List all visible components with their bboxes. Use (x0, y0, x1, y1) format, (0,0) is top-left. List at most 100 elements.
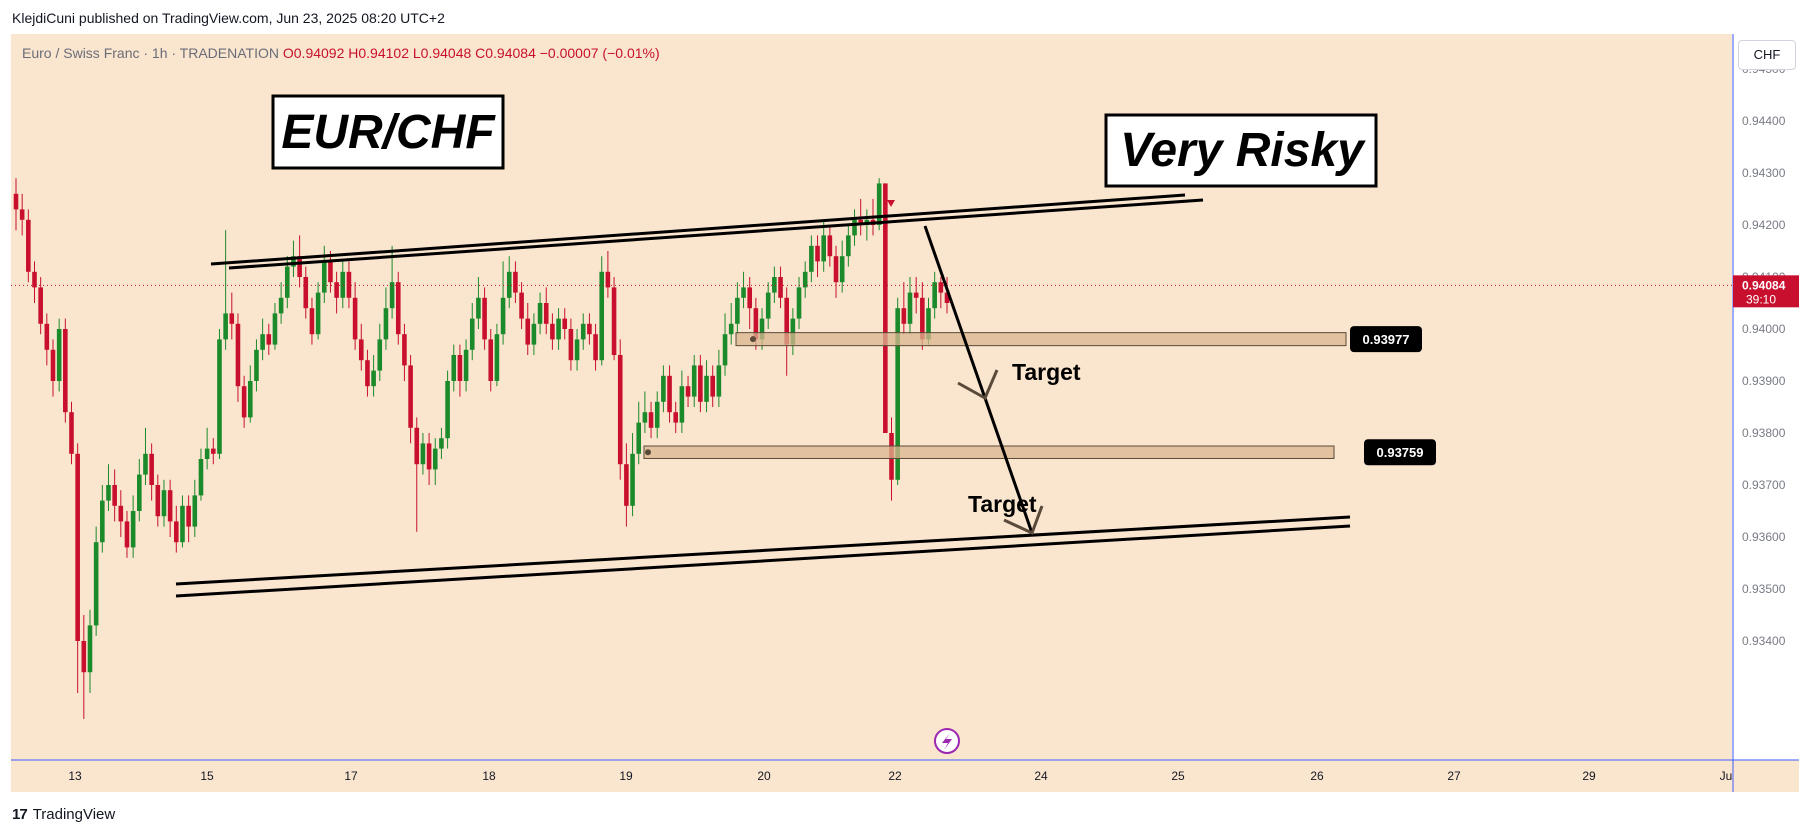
candle-body (217, 339, 222, 454)
candle-body (901, 308, 907, 324)
candle-body (439, 438, 444, 449)
candle-body (519, 292, 524, 319)
candle-body (297, 256, 302, 277)
candle-body (778, 277, 783, 298)
candle-body (328, 261, 333, 283)
candle-body (106, 485, 111, 501)
candle-body (426, 443, 432, 470)
candle-body (272, 313, 278, 345)
candle-body (636, 422, 642, 454)
candle-body (796, 287, 802, 319)
candle-body (839, 256, 845, 283)
currency-button[interactable]: CHF (1738, 40, 1796, 70)
zone-price-label: 0.93759 (1377, 445, 1424, 460)
candle-body (149, 453, 154, 485)
candle-body (926, 308, 931, 340)
candle-body (247, 381, 253, 418)
candle-body (161, 490, 167, 517)
candle-body (334, 282, 339, 298)
candle-body (543, 303, 549, 324)
candle-body (284, 266, 290, 298)
candle-body (432, 448, 438, 470)
candle-body (469, 318, 475, 350)
footer-brand[interactable]: 17 TradingView (12, 806, 115, 823)
candle-body (698, 365, 703, 402)
candle-body (13, 193, 19, 210)
arrow-head-1 (957, 369, 999, 401)
candle-body (913, 292, 919, 298)
time-tick-label: 13 (68, 769, 82, 783)
candle-body (846, 235, 851, 257)
candle-body (784, 297, 789, 345)
zone-price-label: 0.93977 (1363, 332, 1410, 347)
candle-body (938, 282, 944, 293)
arrow-head-2 (1003, 505, 1044, 536)
candle-body (741, 287, 746, 298)
candle-body (395, 282, 401, 335)
candle-body (155, 485, 161, 517)
candle-body (186, 505, 191, 527)
time-tick-label: 26 (1310, 769, 1324, 783)
candle-body (93, 542, 99, 626)
candle-body (667, 375, 672, 413)
candle-body (38, 287, 43, 324)
candle-body (340, 271, 346, 298)
candle-body (876, 183, 882, 225)
candle-body (568, 329, 574, 361)
candle-body (26, 219, 31, 272)
candle-body (309, 308, 315, 335)
price-tick-label: 0.93600 (1742, 530, 1786, 544)
price-tick-label: 0.93900 (1742, 374, 1786, 388)
candle-body (654, 401, 660, 428)
candle-body (371, 370, 376, 387)
trendline (175, 515, 1351, 586)
candle-body (482, 297, 487, 340)
time-tick-label: 29 (1582, 769, 1596, 783)
symbol-legend[interactable]: Euro / Swiss Franc · 1h · TRADENATION O0… (22, 45, 660, 61)
candle-body (611, 287, 617, 355)
candle-body (303, 277, 309, 309)
candle-body (648, 412, 654, 428)
price-tick-label: 0.94000 (1742, 322, 1786, 336)
price-tick-label: 0.94400 (1742, 114, 1786, 128)
price-tick-label: 0.94300 (1742, 166, 1786, 180)
trendline (210, 193, 1186, 266)
price-axis[interactable] (1733, 34, 1799, 792)
candle-body (802, 271, 808, 288)
candle-body (365, 360, 370, 387)
time-tick-label: 19 (619, 769, 633, 783)
candle-body (204, 448, 210, 459)
candle-body (759, 318, 765, 340)
candle-body (32, 271, 37, 288)
candle-body (605, 271, 611, 288)
price-tick-label: 0.94200 (1742, 218, 1786, 232)
candle-body (180, 505, 185, 543)
candle-body (389, 282, 395, 309)
annotation-risk: Very Risky (1120, 124, 1366, 177)
candle-body (118, 505, 124, 522)
candle-body (137, 474, 142, 511)
candle-body (710, 375, 716, 397)
candle-body (494, 334, 500, 381)
title-box (271, 94, 505, 170)
candle-body (661, 375, 666, 402)
candle-body (19, 209, 25, 220)
candle-body (550, 323, 555, 340)
candle-body (210, 448, 216, 454)
candle-body (580, 323, 586, 340)
time-axis[interactable] (11, 760, 1799, 792)
candle-body (537, 303, 543, 324)
candle-body (402, 334, 407, 366)
candle-body (747, 287, 753, 309)
candle-body (895, 308, 900, 480)
candle-body (414, 427, 420, 465)
candle-body (642, 412, 648, 423)
time-tick-label: 22 (888, 769, 902, 783)
candle-body (728, 323, 734, 335)
candles-group (13, 178, 950, 719)
candle-body (809, 245, 814, 272)
candle-body (445, 381, 450, 439)
candle-body (50, 349, 56, 381)
candle-body (192, 495, 198, 527)
